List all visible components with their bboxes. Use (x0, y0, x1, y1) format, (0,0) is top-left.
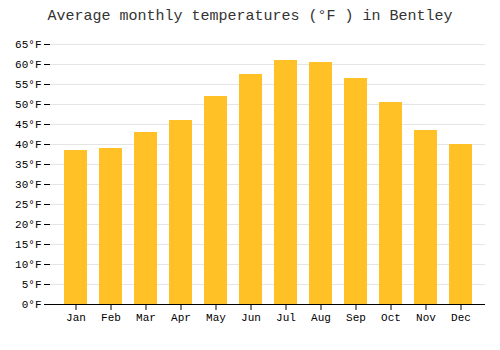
svg-text:40°F: 40°F (15, 139, 41, 151)
svg-text:May: May (206, 312, 226, 324)
svg-text:Jun: Jun (241, 312, 261, 324)
svg-text:Jul: Jul (276, 312, 296, 324)
svg-text:Aug: Aug (311, 312, 331, 324)
svg-text:Jan: Jan (66, 312, 86, 324)
svg-text:Dec: Dec (451, 312, 471, 324)
svg-text:5°F: 5°F (22, 279, 42, 291)
svg-text:Mar: Mar (136, 312, 156, 324)
svg-text:Apr: Apr (171, 312, 191, 324)
svg-text:25°F: 25°F (15, 199, 41, 211)
svg-text:45°F: 45°F (15, 119, 41, 131)
svg-text:10°F: 10°F (15, 259, 41, 271)
svg-text:Feb: Feb (101, 312, 121, 324)
svg-text:Oct: Oct (381, 312, 401, 324)
svg-text:Nov: Nov (416, 312, 436, 324)
svg-text:55°F: 55°F (15, 79, 41, 91)
svg-text:20°F: 20°F (15, 219, 41, 231)
svg-text:15°F: 15°F (15, 239, 41, 251)
svg-text:Sep: Sep (346, 312, 366, 324)
svg-text:0°F: 0°F (22, 299, 42, 311)
svg-text:60°F: 60°F (15, 59, 41, 71)
svg-text:35°F: 35°F (15, 159, 41, 171)
svg-text:65°F: 65°F (15, 39, 41, 51)
svg-text:50°F: 50°F (15, 99, 41, 111)
svg-text:30°F: 30°F (15, 179, 41, 191)
html-text:Average monthly temperatures (: Average monthly temperatures (°F ) in Be… (47, 8, 453, 25)
